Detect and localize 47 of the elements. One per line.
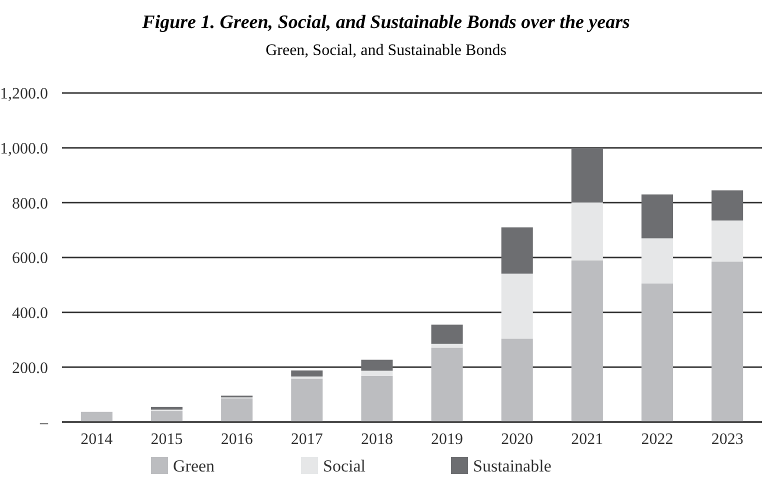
x-tick-label: 2023 [711, 431, 744, 448]
bar [361, 360, 393, 371]
bar [641, 284, 674, 422]
x-tick-label: 2021 [571, 431, 604, 448]
bar [361, 370, 393, 376]
bar [501, 338, 533, 422]
bar [571, 260, 603, 422]
bar [571, 148, 603, 202]
bar [501, 274, 533, 339]
bar [571, 202, 603, 261]
bar [150, 406, 183, 410]
bar [712, 220, 744, 262]
y-tick-label: 400.0 [12, 304, 48, 322]
legend-label: Social [323, 456, 366, 476]
y-tick-label: 1,200.0 [0, 86, 48, 103]
bar [501, 227, 533, 274]
bar [80, 412, 112, 422]
bar [712, 190, 744, 220]
x-tick-label: 2018 [360, 431, 393, 448]
x-tick-label: 2016 [220, 431, 253, 448]
x-tick-label: 2015 [150, 431, 183, 448]
bar [150, 411, 183, 422]
bar [641, 238, 674, 284]
y-tick-label: 200.0 [12, 360, 48, 377]
y-tick-label: 800.0 [12, 195, 48, 212]
bar [431, 344, 463, 348]
bar [361, 376, 393, 422]
x-tick-label: 2022 [641, 431, 674, 448]
y-tick-label: 600.0 [12, 250, 48, 268]
y-tick-label: 1,000.0 [0, 140, 48, 158]
bar [712, 262, 744, 422]
x-tick-label: 2019 [431, 431, 464, 448]
chart-subtitle: Green, Social, and Sustainable Bonds [266, 42, 506, 59]
bar [431, 348, 463, 422]
legend-label: Sustainable [473, 456, 552, 476]
bar [291, 370, 323, 376]
bar [291, 376, 323, 379]
legend-label: Green [173, 456, 216, 476]
x-tick-label: 2020 [501, 431, 534, 448]
x-tick-label: 2017 [290, 431, 323, 448]
y-tick-label: – [39, 414, 49, 432]
bar [641, 194, 674, 238]
bar [221, 398, 253, 422]
bar [431, 324, 463, 344]
x-tick-label: 2014 [80, 431, 113, 448]
bar [291, 378, 323, 422]
chart-title: Figure 1. Green, Social, and Sustainable Bonds over the years [141, 12, 630, 33]
